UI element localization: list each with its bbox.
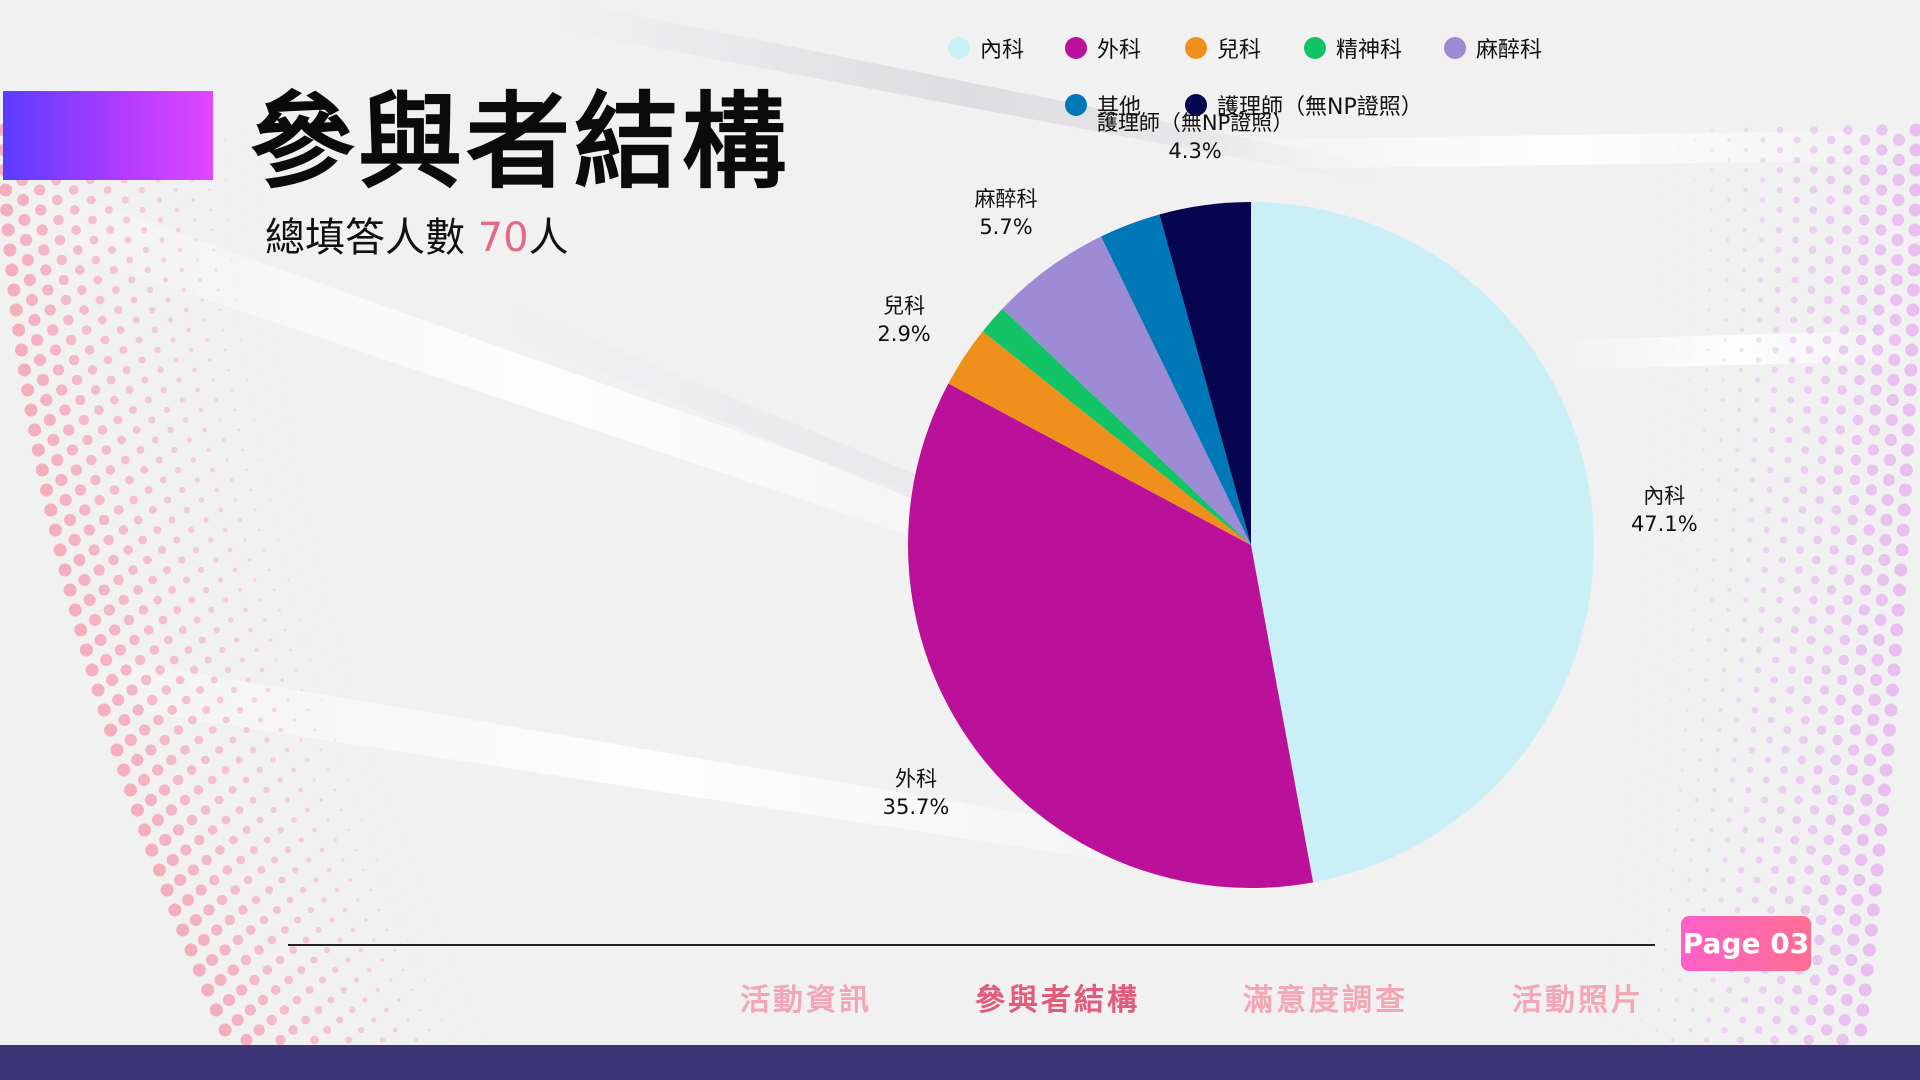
slice-data-label: 護理師（無NP證照） 4.3% — [1097, 111, 1293, 163]
respondent-count-value: 70 — [477, 215, 529, 261]
legend-label: 麻醉科 — [1476, 38, 1543, 63]
slice-data-label: 麻醉科 5.7% — [975, 187, 1038, 239]
legend-swatch — [948, 37, 970, 59]
legend-item: 內科 — [948, 32, 1024, 64]
legend-swatch — [1185, 94, 1207, 116]
bottom-divider — [288, 944, 1655, 946]
page-number-badge: Page 03 — [1681, 916, 1811, 971]
legend-item: 精神科 — [1304, 32, 1402, 64]
legend-swatch — [1444, 37, 1466, 59]
slice-category-label: 護理師（無NP證照） — [1097, 111, 1293, 135]
legend-swatch — [1065, 94, 1087, 116]
legend-label: 其他 — [1097, 95, 1142, 120]
legend-item: 護理師（無NP證照） — [1185, 89, 1423, 121]
slice-category-label: 內科 — [1643, 484, 1685, 508]
nav-item-participant-structure[interactable]: 參與者結構 — [975, 983, 1140, 1018]
slice-category-label: 外科 — [895, 767, 937, 791]
page-title: 參與者結構 — [250, 81, 791, 203]
pie-slice — [1002, 236, 1251, 545]
nav-item-activity-info[interactable]: 活動資訊 — [740, 983, 872, 1018]
pie-slice — [982, 308, 1251, 545]
respondent-count-unit: 人 — [528, 215, 569, 261]
pie-slice — [1251, 202, 1594, 883]
pie-slice — [1101, 214, 1251, 545]
footer-band — [0, 1045, 1920, 1080]
legend-item: 兒科 — [1185, 32, 1261, 64]
title-accent-bar — [3, 91, 213, 180]
slice-percent-label: 2.9% — [877, 322, 930, 346]
legend-item: 麻醉科 — [1444, 32, 1542, 64]
legend-label: 外科 — [1097, 38, 1142, 63]
pie-slice — [1159, 202, 1251, 545]
legend-label: 精神科 — [1336, 38, 1403, 63]
pie-slice — [907, 383, 1314, 888]
slice-data-label: 兒科 2.9% — [877, 294, 930, 346]
slice-percent-label: 5.7% — [979, 215, 1032, 239]
legend-label: 護理師（無NP證照） — [1217, 95, 1423, 120]
chart-legend: 內科 外科 兒科 精神科 麻醉科 其他 護理師（無NP證照） — [900, 24, 1620, 154]
slice-data-label: 內科 47.1% — [1631, 484, 1698, 536]
legend-item: 外科 — [1065, 32, 1141, 64]
slice-category-label: 兒科 — [883, 294, 925, 318]
legend-swatch — [1304, 37, 1326, 59]
respondent-count: 總填答人數 70人 — [265, 214, 569, 262]
legend-item: 其他 — [1065, 89, 1141, 121]
slice-percent-label: 4.3% — [1168, 139, 1221, 163]
slice-category-label: 麻醉科 — [975, 187, 1038, 211]
nav-item-satisfaction-survey[interactable]: 滿意度調查 — [1243, 983, 1408, 1018]
nav-item-activity-photos[interactable]: 活動照片 — [1512, 983, 1644, 1018]
legend-swatch — [1185, 37, 1207, 59]
legend-label: 內科 — [980, 38, 1025, 63]
legend-label: 兒科 — [1217, 38, 1262, 63]
slice-percent-label: 47.1% — [1631, 512, 1698, 536]
respondent-count-label: 總填答人數 — [265, 215, 478, 261]
slice-data-label: 外科 35.7% — [883, 767, 950, 819]
pie-slice — [948, 331, 1251, 545]
legend-swatch — [1065, 37, 1087, 59]
slice-percent-label: 35.7% — [883, 795, 950, 819]
